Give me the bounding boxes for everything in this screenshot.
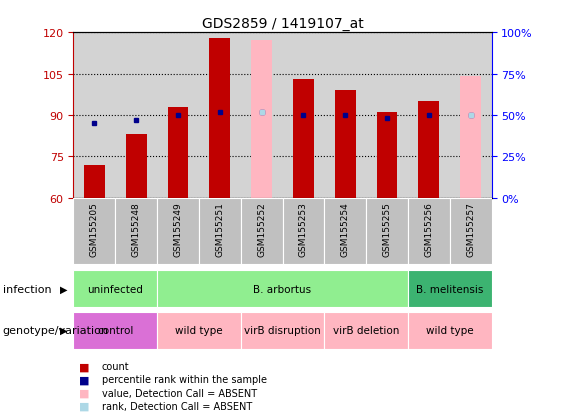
Text: GSM155205: GSM155205: [90, 202, 99, 256]
Bar: [167, 107, 189, 198]
Bar: [450, 198, 492, 264]
Text: GSM155248: GSM155248: [132, 202, 141, 256]
Text: GSM155256: GSM155256: [424, 202, 433, 256]
Bar: [125, 135, 147, 198]
Text: GSM155255: GSM155255: [383, 202, 392, 256]
Bar: [209, 38, 231, 198]
Bar: [157, 312, 241, 349]
Text: ▶: ▶: [60, 325, 68, 335]
Bar: [241, 312, 324, 349]
Text: B. melitensis: B. melitensis: [416, 284, 484, 294]
Text: value, Detection Call = ABSENT: value, Detection Call = ABSENT: [102, 388, 257, 398]
Text: ■: ■: [79, 401, 90, 411]
Text: uninfected: uninfected: [88, 284, 143, 294]
Text: GSM155254: GSM155254: [341, 202, 350, 256]
Bar: [366, 198, 408, 264]
Bar: [73, 198, 115, 264]
Bar: [408, 312, 492, 349]
Text: ■: ■: [79, 361, 90, 371]
Text: ■: ■: [79, 388, 90, 398]
Text: GSM155257: GSM155257: [466, 202, 475, 256]
Text: virB deletion: virB deletion: [333, 325, 399, 335]
Bar: [157, 271, 408, 308]
Text: count: count: [102, 361, 129, 371]
Bar: [334, 91, 356, 198]
Bar: [241, 198, 282, 264]
Text: GSM155253: GSM155253: [299, 202, 308, 256]
Bar: [73, 271, 157, 308]
Bar: [418, 102, 440, 198]
Text: GSM155252: GSM155252: [257, 202, 266, 256]
Bar: [199, 198, 241, 264]
Text: virB disruption: virB disruption: [244, 325, 321, 335]
Text: genotype/variation: genotype/variation: [3, 325, 109, 335]
Text: percentile rank within the sample: percentile rank within the sample: [102, 375, 267, 385]
Bar: [293, 80, 314, 198]
Text: infection: infection: [3, 284, 51, 294]
Bar: [377, 113, 398, 198]
Text: GDS2859 / 1419107_at: GDS2859 / 1419107_at: [202, 17, 363, 31]
Bar: [324, 312, 408, 349]
Text: GSM155249: GSM155249: [173, 202, 182, 256]
Bar: [251, 41, 272, 198]
Bar: [115, 198, 157, 264]
Text: ▶: ▶: [60, 284, 68, 294]
Bar: [408, 198, 450, 264]
Bar: [282, 198, 324, 264]
Text: ■: ■: [79, 375, 90, 385]
Bar: [324, 198, 366, 264]
Text: control: control: [97, 325, 133, 335]
Text: wild type: wild type: [426, 325, 473, 335]
Bar: [157, 198, 199, 264]
Bar: [460, 77, 481, 198]
Text: rank, Detection Call = ABSENT: rank, Detection Call = ABSENT: [102, 401, 252, 411]
Text: B. arbortus: B. arbortus: [254, 284, 311, 294]
Bar: [84, 165, 105, 198]
Bar: [408, 271, 492, 308]
Text: GSM155251: GSM155251: [215, 202, 224, 256]
Bar: [73, 312, 157, 349]
Text: wild type: wild type: [175, 325, 223, 335]
